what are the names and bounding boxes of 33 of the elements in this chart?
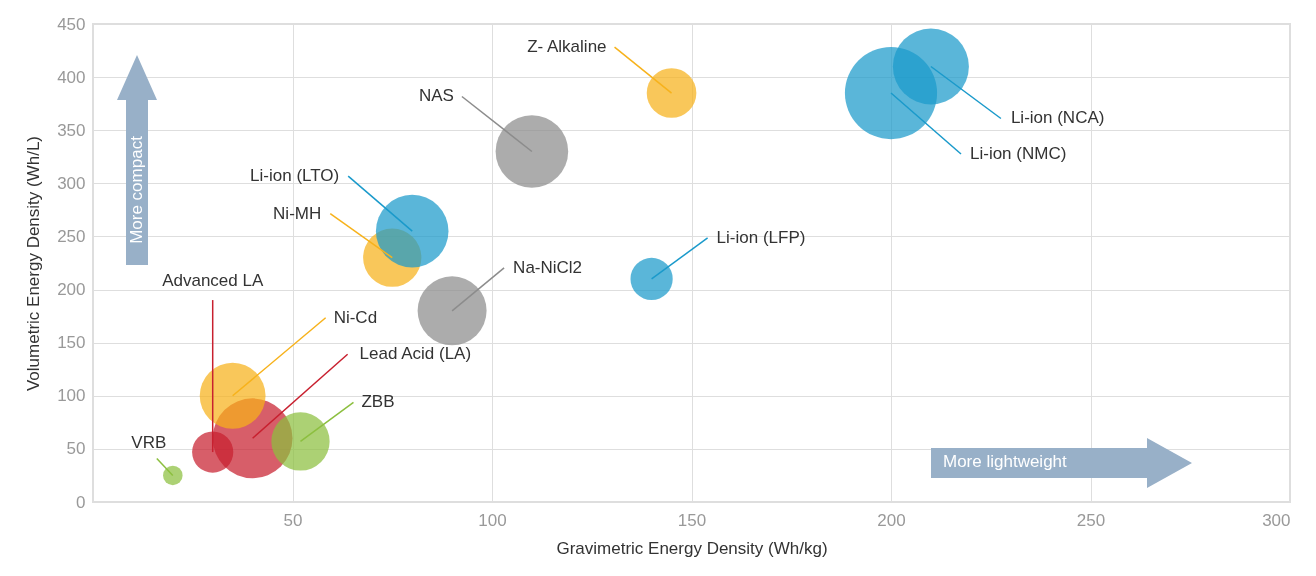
- x-tick-label: 200: [877, 510, 906, 530]
- text: Lead Acid (LA): [359, 344, 472, 364]
- y-tick-label: 400: [57, 67, 86, 87]
- text: Ni-MH: [273, 203, 322, 223]
- x-tick-label: 100: [478, 510, 507, 530]
- x-tick-label: 250: [1076, 510, 1106, 530]
- x-axis-title: Gravimetric Energy Density (Wh/kg): [556, 538, 828, 558]
- annotation: More compact: [127, 136, 147, 244]
- y-axis-title: Volumetric Energy Density (Wh/L): [24, 135, 44, 392]
- y-tick-label: 100: [57, 386, 86, 406]
- text: Advanced LA: [162, 271, 264, 291]
- y-tick-label: 350: [57, 120, 86, 140]
- y-tick-label: 200: [57, 280, 86, 300]
- y-tick-label: 0: [76, 492, 86, 512]
- text: Na-NiCl2: [513, 257, 583, 277]
- annotation: More lightweight: [943, 452, 1067, 472]
- text: Li-ion (NMC): [970, 144, 1067, 164]
- y-tick-label: 150: [57, 333, 86, 353]
- x-tick-label: 300: [1262, 510, 1291, 530]
- y-tick-label: 300: [57, 173, 86, 193]
- text: Li-ion (NCA): [1010, 108, 1105, 128]
- series-label: VRB: [131, 433, 167, 453]
- text: ZBB: [361, 392, 395, 412]
- x-tick-label: 150: [677, 510, 707, 530]
- text: Z- Alkaline: [527, 37, 607, 57]
- text: NAS: [418, 86, 454, 106]
- text: Li-ion (LTO): [250, 166, 340, 186]
- y-tick-label: 450: [57, 14, 86, 34]
- text: Ni-Cd: [333, 307, 378, 327]
- y-tick-label: 50: [66, 439, 86, 459]
- text: Li-ion (LFP): [716, 227, 806, 247]
- x-tick-label: 50: [283, 510, 303, 530]
- y-tick-label: 250: [57, 226, 86, 246]
